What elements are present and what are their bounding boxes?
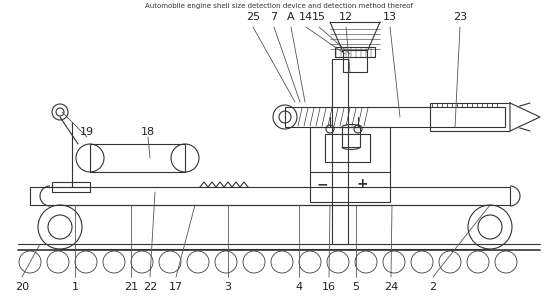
Text: 2: 2	[430, 282, 436, 292]
Text: 20: 20	[15, 282, 29, 292]
Text: 25: 25	[246, 12, 260, 22]
Text: 5: 5	[353, 282, 359, 292]
Bar	[342, 127, 360, 147]
Bar	[430, 103, 510, 131]
Text: 1: 1	[71, 282, 79, 292]
Text: +: +	[356, 177, 368, 191]
Text: A: A	[287, 12, 295, 22]
Polygon shape	[510, 103, 540, 131]
Text: 21: 21	[124, 282, 138, 292]
Text: 22: 22	[143, 282, 157, 292]
Text: 14: 14	[299, 12, 313, 22]
Bar	[90, 144, 185, 172]
Bar	[325, 134, 370, 162]
Text: 17: 17	[169, 282, 183, 292]
Bar	[332, 59, 348, 244]
Text: 16: 16	[322, 282, 336, 292]
Text: −: −	[316, 177, 328, 191]
Text: 18: 18	[141, 127, 155, 137]
Text: 23: 23	[453, 12, 467, 22]
Text: 24: 24	[384, 282, 398, 292]
Bar	[52, 182, 90, 192]
Text: 19: 19	[80, 127, 94, 137]
Text: 3: 3	[224, 282, 232, 292]
Bar	[335, 47, 375, 57]
Text: 13: 13	[383, 12, 397, 22]
Text: 7: 7	[271, 12, 277, 22]
Bar	[343, 50, 367, 72]
Bar	[285, 107, 505, 127]
Text: 15: 15	[312, 12, 326, 22]
Text: 12: 12	[339, 12, 353, 22]
Bar	[30, 187, 510, 205]
Text: 4: 4	[295, 282, 302, 292]
Bar	[310, 127, 390, 202]
Text: Automobile engine shell size detection device and detection method thereof: Automobile engine shell size detection d…	[145, 3, 413, 9]
